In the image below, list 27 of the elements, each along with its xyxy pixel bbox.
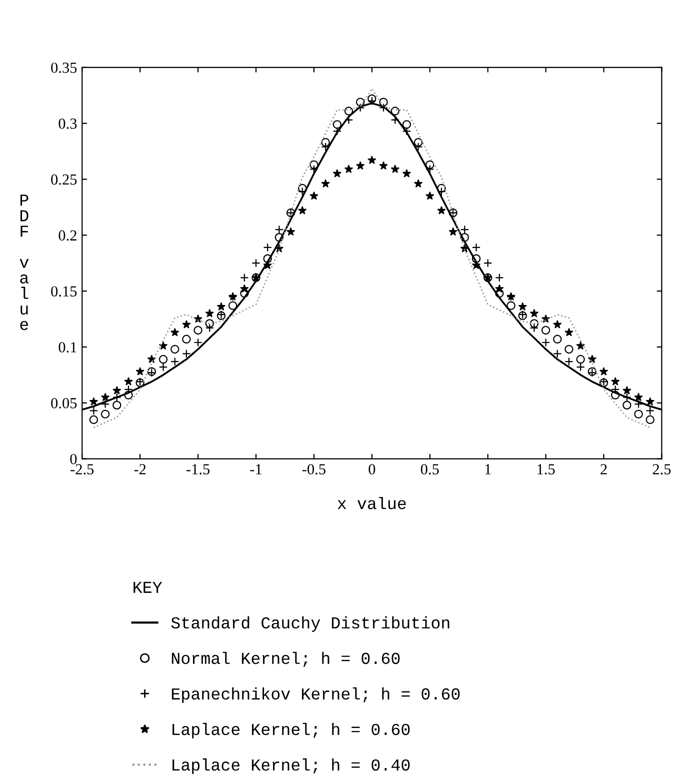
legend-label: Laplace Kernel; h = 0.60 [172, 722, 410, 738]
y-tick-label: 0.35 [51, 62, 77, 73]
x-tick-label: -2.5 [70, 464, 94, 474]
legend-label: Epanechnikov Kernel; h = 0.60 [172, 687, 460, 703]
x-axis-title: x value [338, 496, 406, 510]
legend-label: Standard Cauchy Distribution [171, 616, 450, 632]
legend-label: Laplace Kernel; h = 0.40 [172, 758, 410, 774]
y-tick-label: 0.15 [51, 286, 77, 297]
y-tick-label: 0.05 [51, 398, 77, 408]
legend-label: Normal Kernel; h = 0.60 [172, 652, 400, 667]
x-tick-label: -0.5 [302, 464, 326, 474]
y-tick-label: 0.25 [51, 174, 77, 185]
x-tick-label: 0.5 [420, 464, 439, 474]
x-tick-label: 1 [485, 464, 491, 474]
x-tick-label: 1.5 [538, 464, 555, 474]
x-tick-label: 0 [368, 464, 376, 474]
x-tick-label: -1 [250, 464, 262, 474]
legend-title: KEY [134, 582, 162, 593]
y-tick-label: 0.2 [58, 230, 76, 241]
x-tick-label: 2 [600, 464, 607, 474]
y-tick-label: 0 [70, 454, 77, 464]
y-tick-label: 0.3 [58, 118, 77, 129]
x-tick-label: -1.5 [186, 464, 210, 474]
x-tick-label: 2.5 [652, 464, 671, 474]
x-tick-label: -2 [134, 464, 146, 474]
text: PDF value [20, 194, 29, 330]
y-tick-label: 0.1 [58, 342, 76, 352]
